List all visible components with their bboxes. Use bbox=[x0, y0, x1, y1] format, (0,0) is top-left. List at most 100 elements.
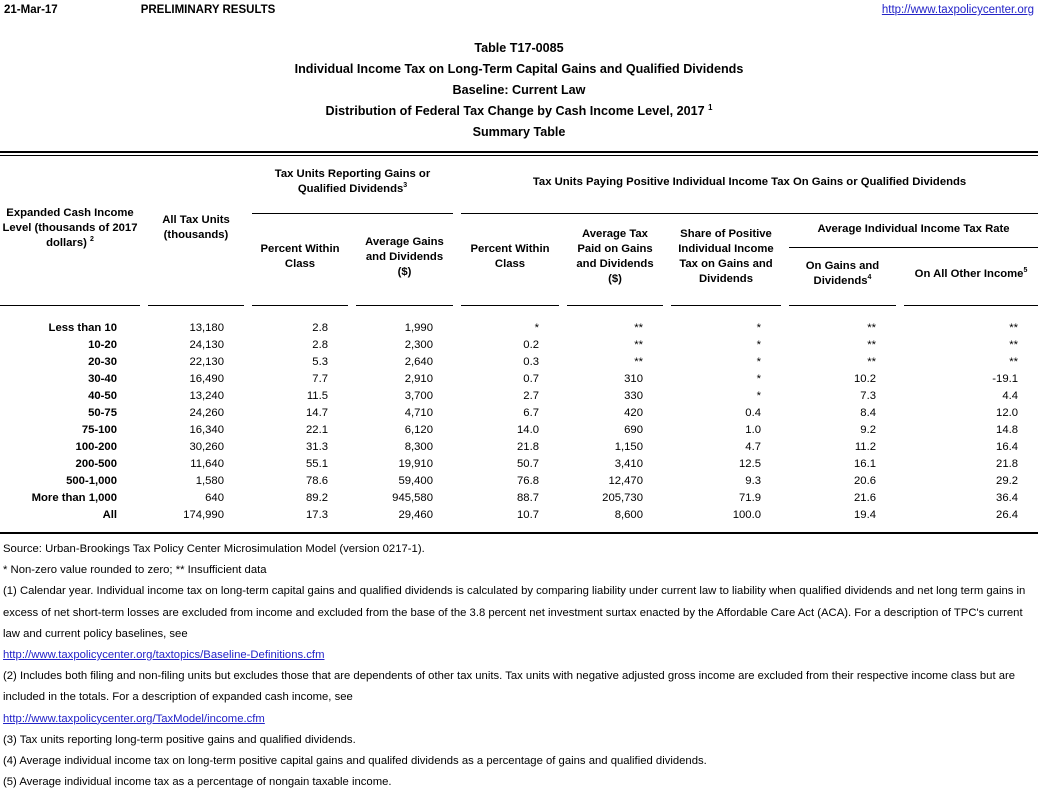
table-cell: 36.4 bbox=[996, 492, 1019, 504]
header-group-reporting-gains: Tax Units Reporting Gains or Qualified D… bbox=[252, 156, 453, 214]
table-cell: 5.3 bbox=[312, 356, 328, 368]
table-cell: -19.1 bbox=[992, 373, 1019, 385]
table-cell: 88.7 bbox=[517, 492, 539, 504]
table-cell: 10.2 bbox=[854, 373, 876, 385]
table-cell: 0.7 bbox=[523, 373, 539, 385]
table-row: 75-100 16,340 22.1 6,120 14.0 690 1.0 9.2 14.8 bbox=[0, 422, 1038, 439]
table-cell: ** bbox=[634, 322, 643, 334]
table-cell: 2,300 bbox=[404, 339, 433, 351]
table-cell: 50.7 bbox=[517, 458, 539, 470]
table-cell: 13,180 bbox=[189, 322, 224, 334]
source-note: Source: Urban-Brookings Tax Policy Cente… bbox=[3, 543, 425, 555]
table-row: 10-20 24,130 2.8 2,300 0.2 ** * ** ** bbox=[0, 337, 1038, 354]
table-cell: 16.1 bbox=[854, 458, 876, 470]
row-label: 40-50 bbox=[88, 390, 117, 402]
table-cell: 31.3 bbox=[306, 441, 328, 453]
row-label: 200-500 bbox=[75, 458, 117, 470]
table-cell: 1.0 bbox=[745, 424, 761, 436]
title-block: Table T17-0085 Individual Income Tax on … bbox=[0, 38, 1038, 143]
table-cell: 11.2 bbox=[854, 441, 876, 453]
footnote-2: (2) Includes both filing and non-filing … bbox=[3, 670, 1016, 704]
distribution-subtitle: Distribution of Federal Tax Change by Ca… bbox=[325, 102, 713, 118]
table-cell: 4.7 bbox=[745, 441, 761, 453]
expanded-cash-income-link[interactable]: http://www.taxpolicycenter.org/TaxModel/… bbox=[3, 712, 265, 725]
table-cell: 22.1 bbox=[306, 424, 328, 436]
table-cell: 12,470 bbox=[608, 475, 643, 487]
table-cell: 0.4 bbox=[745, 407, 761, 419]
table-cell: ** bbox=[867, 322, 876, 334]
table-cell: 2.7 bbox=[523, 390, 539, 402]
table-cell: 16.4 bbox=[996, 441, 1019, 453]
table-cell: 3,410 bbox=[614, 458, 643, 470]
table-cell: 19.4 bbox=[854, 509, 876, 521]
table-cell: 16,490 bbox=[189, 373, 224, 385]
table-bottom-rule bbox=[0, 532, 1038, 534]
table-top-double-rule bbox=[0, 151, 1038, 156]
table-cell: 19,910 bbox=[398, 458, 433, 470]
row-label: 75-100 bbox=[81, 424, 117, 436]
table-row: More than 1,000 640 89.2 945,580 88.7 205,730… bbox=[0, 490, 1038, 507]
table-cell: 12.5 bbox=[739, 458, 761, 470]
summary-table-subtitle: Summary Table bbox=[472, 125, 566, 139]
table-cell: 12.0 bbox=[996, 407, 1019, 419]
table-cell: 24,130 bbox=[189, 339, 224, 351]
table-cell: 7.3 bbox=[860, 390, 876, 402]
table-cell: 11.5 bbox=[306, 390, 328, 402]
summary-table: Expanded Cash Income Level (thousands of… bbox=[0, 156, 1038, 532]
table-cell: ** bbox=[1009, 322, 1019, 334]
table-cell: 29,460 bbox=[398, 509, 433, 521]
table-body: Less than 10 13,180 2.8 1,990 * ** * ** ** 10-20 2… bbox=[0, 306, 1038, 532]
table-cell: 29.2 bbox=[996, 475, 1019, 487]
table-cell: * bbox=[534, 322, 539, 334]
table-cell: 0.2 bbox=[523, 339, 539, 351]
table-cell: * bbox=[756, 322, 761, 334]
table-row: 100-200 30,260 31.3 8,300 21.8 1,150 4.7 11.2 16… bbox=[0, 439, 1038, 456]
top-bar: 21-Mar-17 PRELIMINARY RESULTS http://www… bbox=[0, 0, 1038, 19]
footnote-5: (5) Average individual income tax as a p… bbox=[3, 776, 392, 789]
table-cell: * bbox=[756, 339, 761, 351]
table-cell: 100.0 bbox=[732, 509, 761, 521]
table-header: Expanded Cash Income Level (thousands of… bbox=[0, 156, 1038, 306]
table-cell: 14.8 bbox=[996, 424, 1019, 436]
row-label: All bbox=[102, 509, 117, 521]
table-cell: 640 bbox=[205, 492, 224, 504]
table-cell: 26.4 bbox=[996, 509, 1019, 521]
table-cell: 4,710 bbox=[404, 407, 433, 419]
header-average-tax-paid: Average Tax Paid on Gains and Dividends … bbox=[567, 214, 663, 306]
table-cell: 2,640 bbox=[404, 356, 433, 368]
table-cell: 78.6 bbox=[306, 475, 328, 487]
table-cell: 30,260 bbox=[189, 441, 224, 453]
header-share-positive-tax: Share of Positive Individual Income Tax … bbox=[671, 214, 781, 306]
table-cell: 2,910 bbox=[404, 373, 433, 385]
table-row: Less than 10 13,180 2.8 1,990 * ** * ** ** bbox=[0, 306, 1038, 337]
baseline-definitions-link[interactable]: http://www.taxpolicycenter.org/taxtopics… bbox=[3, 649, 325, 662]
header-rate-on-other-income: On All Other Income5 bbox=[904, 248, 1038, 306]
tpc-home-link[interactable]: http://www.taxpolicycenter.org bbox=[881, 4, 1034, 16]
table-main-title: Individual Income Tax on Long-Term Capit… bbox=[294, 62, 744, 76]
table-cell: 6.7 bbox=[523, 407, 539, 419]
footnote-ref-5: 5 bbox=[1023, 266, 1028, 274]
footnote-ref-3: 3 bbox=[403, 182, 408, 190]
table-cell: 71.9 bbox=[739, 492, 761, 504]
row-label: 50-75 bbox=[88, 407, 117, 419]
table-cell: 13,240 bbox=[189, 390, 224, 402]
table-cell: 55.1 bbox=[306, 458, 328, 470]
table-cell: 690 bbox=[624, 424, 643, 436]
table-cell: * bbox=[756, 356, 761, 368]
table-cell: 7.7 bbox=[312, 373, 328, 385]
table-cell: 22,130 bbox=[189, 356, 224, 368]
table-row: 30-40 16,490 7.7 2,910 0.7 310 * 10.2 -19.1 bbox=[0, 371, 1038, 388]
table-row: 40-50 13,240 11.5 3,700 2.7 330 * 7.3 4.4 bbox=[0, 388, 1038, 405]
table-cell: 205,730 bbox=[602, 492, 643, 504]
table-cell: ** bbox=[1009, 339, 1019, 351]
table-cell: 6,120 bbox=[404, 424, 433, 436]
table-cell: 11,640 bbox=[190, 458, 224, 470]
table-cell: 21.8 bbox=[517, 441, 539, 453]
table-cell: 89.2 bbox=[306, 492, 328, 504]
table-cell: ** bbox=[1009, 356, 1019, 368]
table-cell: 17.3 bbox=[306, 509, 328, 521]
table-cell: * bbox=[756, 390, 761, 402]
table-cell: 21.6 bbox=[854, 492, 876, 504]
table-row: All 174,990 17.3 29,460 10.7 8,600 100.0 19.4 26… bbox=[0, 507, 1038, 532]
footnote-ref-4: 4 bbox=[867, 274, 872, 282]
